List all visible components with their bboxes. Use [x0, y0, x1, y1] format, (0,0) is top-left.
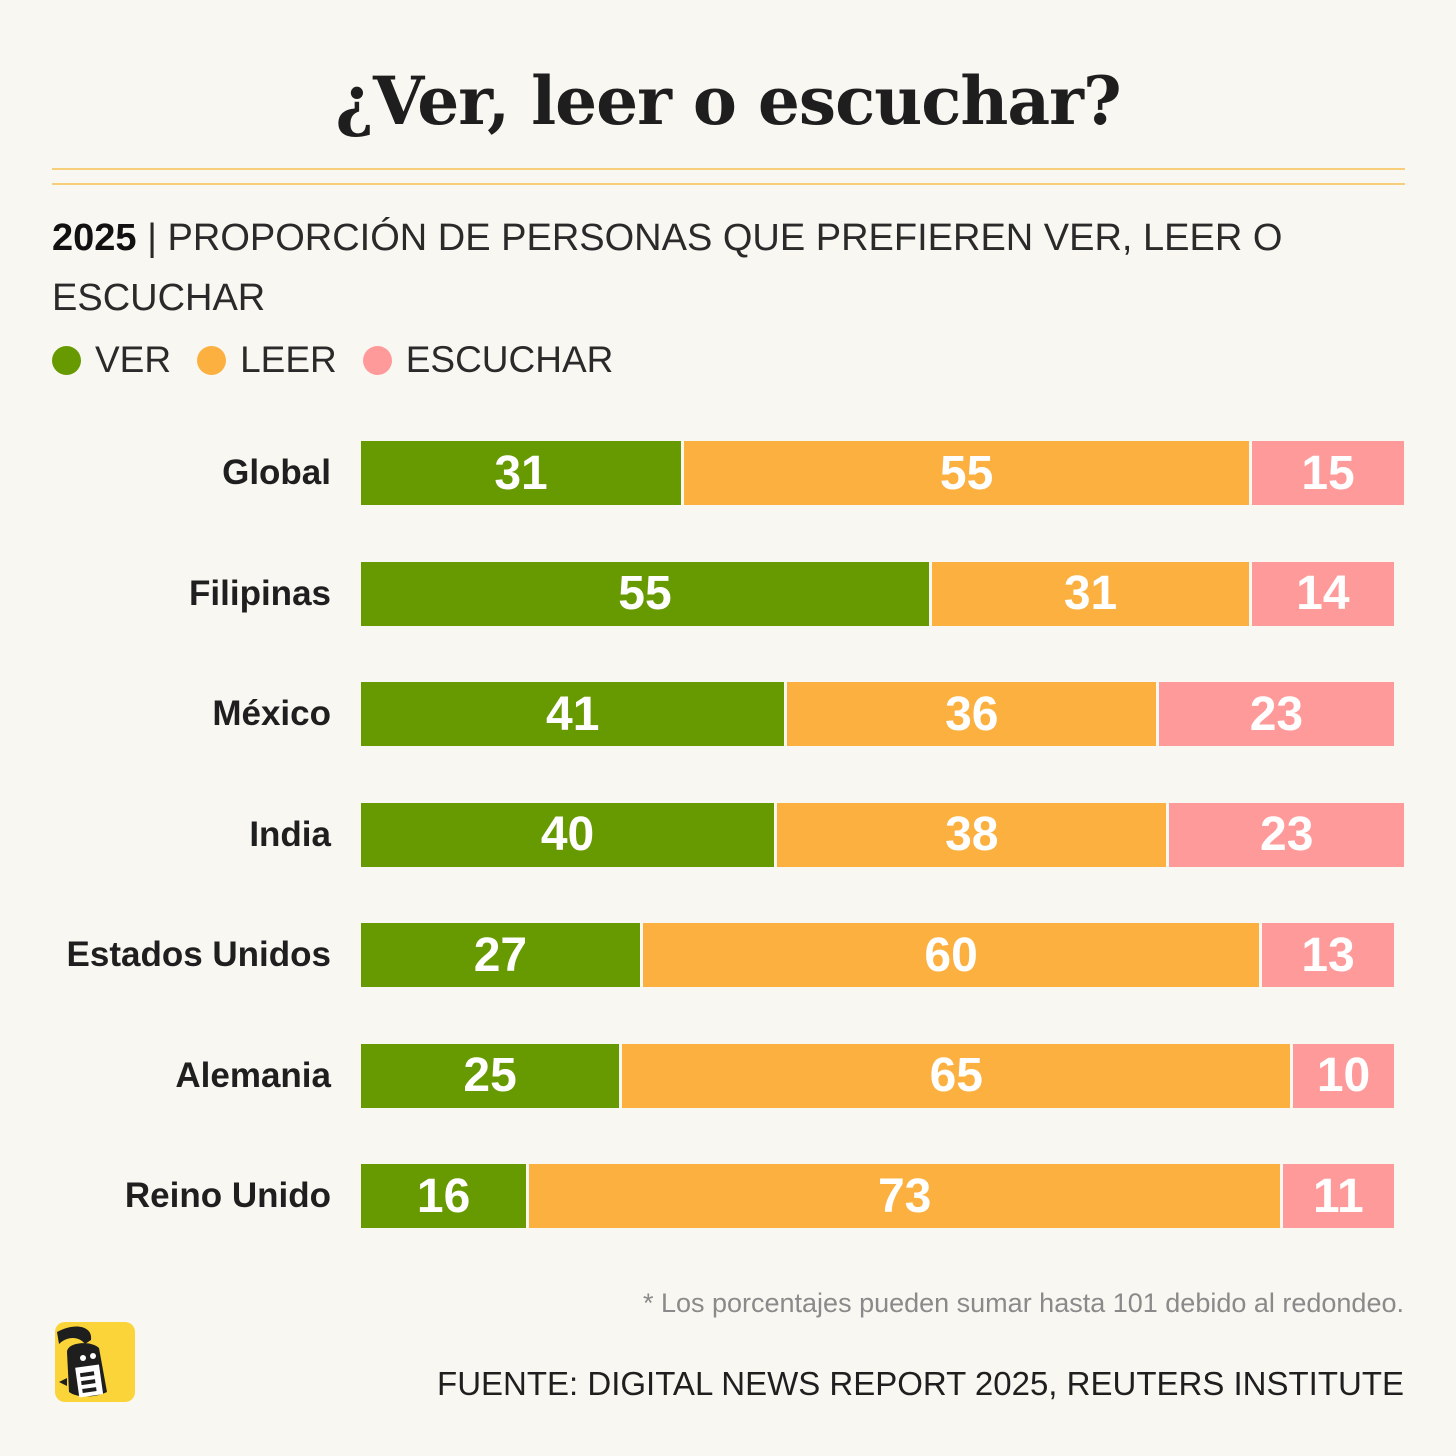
legend-dot-ver: [52, 345, 81, 375]
bar-segment-ver: 25: [361, 1043, 620, 1108]
bar-segment-escuchar: 23: [1166, 802, 1404, 867]
chart-subtitle: 2025 | PROPORCIÓN DE PERSONAS QUE PREFIE…: [52, 208, 1352, 328]
subtitle-text: | PROPORCIÓN DE PERSONAS QUE PREFIEREN V…: [52, 217, 1283, 319]
data-label: 60: [924, 928, 978, 982]
data-label: 13: [1301, 928, 1355, 982]
bar-segment-ver: 40: [361, 802, 775, 867]
bar-segment-leer: 38: [774, 802, 1167, 867]
legend-label-leer: LEER: [240, 339, 337, 380]
subtitle-year: 2025: [52, 217, 137, 259]
title-rule-bottom: [52, 183, 1405, 185]
bar-segment-ver: 41: [361, 682, 785, 746]
bar-segment-escuchar: 23: [1156, 682, 1394, 746]
newspaper-mascot-icon: [55, 1322, 135, 1402]
data-label: 27: [473, 928, 528, 982]
category-label: Estados Unidos: [66, 935, 331, 974]
bar-segment-escuchar: 14: [1249, 561, 1394, 626]
bar-segment-ver: 31: [361, 441, 682, 505]
bar-segment-escuchar: 13: [1259, 923, 1394, 987]
data-label: 41: [546, 687, 600, 741]
bar-segment-ver: 16: [361, 1164, 527, 1228]
bar-segment-leer: 60: [639, 923, 1260, 987]
bar-segment-escuchar: 15: [1249, 441, 1404, 505]
legend-item-ver: VER: [52, 339, 171, 381]
data-label: 25: [463, 1049, 517, 1102]
data-label: 38: [945, 808, 999, 861]
data-label: 15: [1301, 446, 1355, 500]
bar-segment-leer: 65: [619, 1043, 1291, 1108]
data-label: 73: [877, 1169, 932, 1223]
category-label: Reino Unido: [124, 1176, 331, 1215]
bar-segment-leer: 31: [928, 561, 1250, 626]
legend-dot-leer: [197, 345, 227, 375]
data-label: 16: [416, 1169, 471, 1223]
bar-segment-escuchar: 10: [1290, 1043, 1394, 1108]
category-label: Filipinas: [189, 573, 331, 613]
data-label: 36: [945, 687, 999, 741]
data-label: 31: [1063, 567, 1118, 620]
bar-segment-ver: 55: [361, 561, 929, 626]
data-label: 23: [1249, 687, 1304, 741]
legend-item-leer: LEER: [197, 339, 337, 381]
legend-label-ver: VER: [95, 339, 172, 380]
data-label: 55: [618, 567, 672, 620]
category-label: Global: [222, 453, 331, 492]
legend-dot-escuchar: [362, 345, 392, 375]
bar-segment-leer: 73: [526, 1164, 1281, 1228]
data-label: 11: [1313, 1169, 1364, 1223]
data-label: 10: [1316, 1049, 1371, 1102]
title-rule-top: [52, 168, 1405, 170]
chart-title: ¿Ver, leer o escuchar?: [335, 62, 1121, 140]
legend-label-escuchar: ESCUCHAR: [405, 339, 614, 380]
legend-item-escuchar: ESCUCHAR: [362, 339, 614, 381]
data-label: 55: [939, 446, 994, 500]
data-label: 14: [1296, 567, 1350, 620]
data-label: 31: [494, 446, 548, 500]
bar-segment-leer: 55: [681, 441, 1250, 505]
data-label: 65: [929, 1049, 983, 1102]
source-credit: FUENTE: DIGITAL NEWS REPORT 2025, REUTER…: [437, 1365, 1404, 1402]
data-label: 40: [540, 808, 595, 861]
category-label: India: [249, 814, 331, 854]
data-label: 23: [1260, 808, 1314, 861]
bar-segment-escuchar: 11: [1280, 1164, 1394, 1228]
footnote: * Los porcentajes pueden sumar hasta 101…: [642, 1288, 1404, 1318]
legend: VER LEER ESCUCHAR: [52, 334, 639, 386]
category-label: Alemania: [175, 1055, 331, 1095]
bar-segment-ver: 27: [361, 923, 640, 987]
category-label: México: [212, 694, 331, 733]
bar-segment-leer: 36: [784, 682, 1157, 746]
